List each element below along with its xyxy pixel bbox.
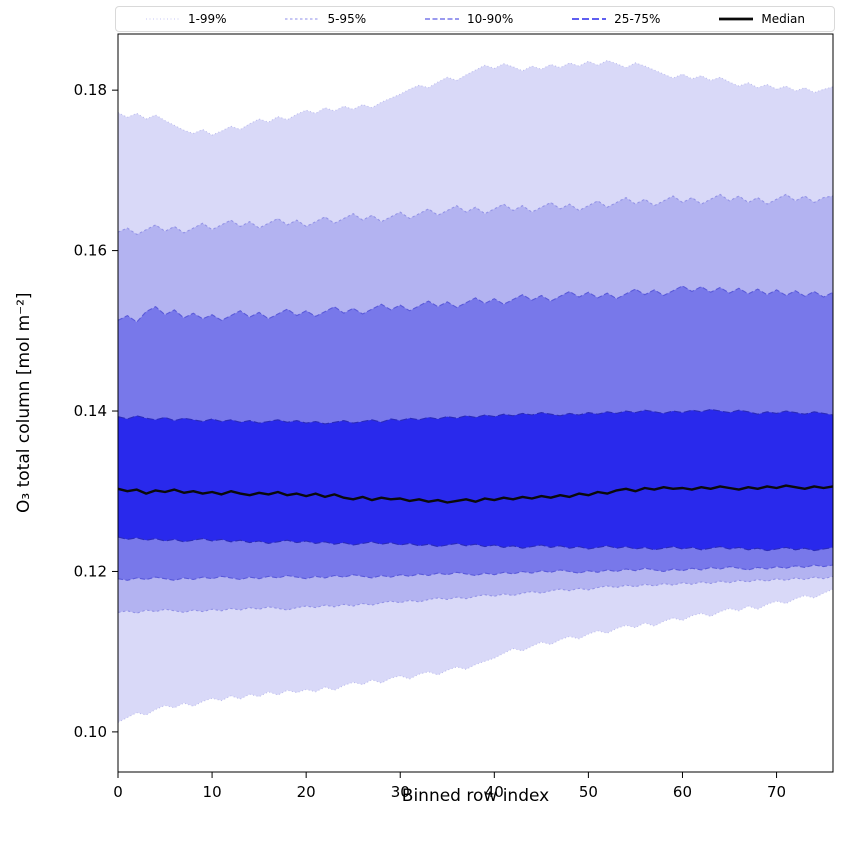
y-tick-label: 0.14 — [74, 402, 107, 420]
legend-item-10-90%[interactable]: 10-90% — [424, 13, 513, 25]
band-upper-edge-5-95% — [117, 193, 834, 236]
x-tick-label: 0 — [113, 783, 123, 801]
x-tick-label: 60 — [673, 783, 692, 801]
band-upper-edge-1-99% — [117, 59, 834, 136]
legend-item-5-95%[interactable]: 5-95% — [284, 13, 366, 25]
band-lower-edge-25-75% — [117, 536, 834, 552]
x-tick-label: 20 — [297, 783, 316, 801]
y-tick-label: 0.10 — [74, 723, 107, 741]
y-axis-label: O₃ total column [mol m⁻²] — [14, 292, 34, 514]
legend: 1-99% 5-95% 10-90% 25-75% Median — [115, 6, 835, 32]
median-line — [117, 484, 834, 504]
legend-line-sample-icon — [425, 18, 459, 20]
axes-frame — [117, 33, 834, 773]
band-upper-edge-10-90% — [117, 285, 834, 323]
band-fill-25-75% — [118, 409, 833, 551]
legend-label: 25-75% — [614, 12, 661, 26]
x-tick-label: 30 — [391, 783, 410, 801]
legend-label: 5-95% — [327, 12, 367, 26]
legend-item-25-75%[interactable]: 25-75% — [571, 13, 660, 25]
y-tick-label: 0.12 — [74, 562, 107, 580]
band-upper-edge-25-75% — [117, 408, 834, 425]
x-tick-label: 10 — [203, 783, 222, 801]
band-lower-edge-10-90% — [117, 564, 834, 581]
legend-line-sample-icon — [285, 18, 320, 20]
x-tick-label: 40 — [485, 783, 504, 801]
y-tick-label: 0.16 — [74, 242, 107, 260]
legend-line-sample-icon — [719, 17, 754, 21]
legend-label: 1-99% — [187, 12, 227, 26]
band-lower-edge-1-99% — [117, 588, 834, 723]
legend-line-sample-icon — [145, 18, 180, 20]
x-tick-label: 70 — [767, 783, 786, 801]
x-axis-label: Binned row index — [401, 786, 550, 806]
x-tick-label: 50 — [579, 783, 598, 801]
legend-item-1-99%[interactable]: 1-99% — [145, 13, 227, 25]
legend-label: Median — [761, 12, 805, 26]
y-tick-label: 0.18 — [74, 81, 107, 99]
legend-item-Median[interactable]: Median — [718, 13, 805, 25]
legend-line-sample-icon — [572, 18, 607, 20]
band-lower-edge-5-95% — [117, 575, 834, 614]
legend-label: 10-90% — [467, 12, 514, 26]
